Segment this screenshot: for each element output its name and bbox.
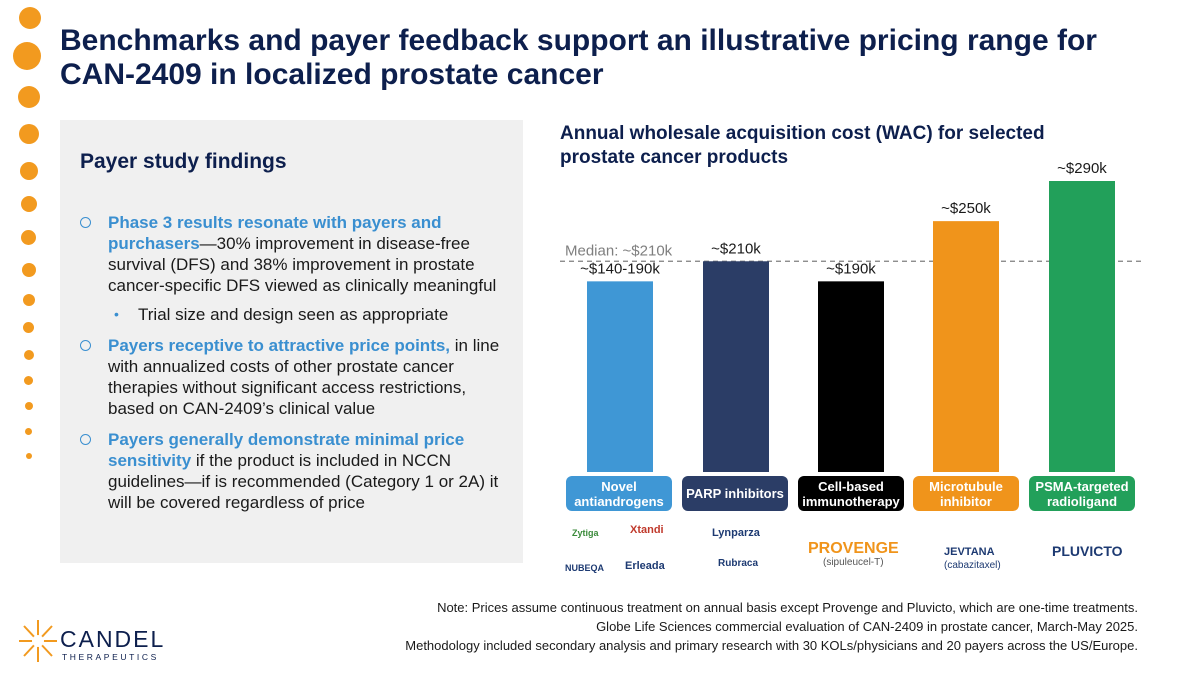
product-logo: Zytiga [572, 528, 599, 538]
product-logo: Erleada [625, 560, 665, 572]
finding-text: if the product is included in NCCN guide… [108, 451, 499, 512]
note-line: Note: Prices assume continuous treatment… [437, 600, 1138, 615]
bar [818, 281, 884, 472]
finding-item: Phase 3 results resonate with payers and… [78, 212, 508, 296]
bar-value-label: ~$290k [1057, 160, 1107, 177]
product-logo: (cabazitaxel) [944, 560, 1001, 571]
brand-sub: THERAPEUTICS [62, 652, 159, 662]
category-label: PSMA-targeted radioligand [1029, 476, 1135, 511]
bar [587, 281, 653, 472]
footer-note: Note: Prices assume continuous treatment… [238, 598, 1138, 655]
page-title: Benchmarks and payer feedback support an… [60, 24, 1097, 91]
finding-text: —30% improvement in disease-free surviva… [108, 234, 497, 295]
product-logo: JEVTANA [944, 546, 995, 558]
decorative-dots [0, 0, 60, 480]
product-logo: NUBEQA [565, 563, 605, 573]
findings-list: Phase 3 results resonate with payers and… [78, 212, 508, 523]
finding-lead: Payers receptive to attractive price poi… [108, 336, 451, 355]
product-logo: (sipuleucel-T) [823, 557, 884, 568]
finding-lead: Phase 3 results resonate with payers and… [108, 213, 442, 253]
bar-value-label: ~$140-190k [580, 260, 660, 277]
category-label: Microtubule inhibitor [913, 476, 1019, 511]
finding-lead: Payers generally demonstrate minimal pri… [108, 430, 465, 470]
bar-value-label: ~$210k [711, 240, 761, 257]
bullet-ring-icon [80, 217, 91, 228]
finding-item: Payers receptive to attractive price poi… [78, 335, 508, 419]
note-line: Globe Life Sciences commercial evaluatio… [596, 619, 1138, 634]
product-logo: PROVENGE [808, 540, 899, 557]
candel-logo: CANDEL THERAPEUTICS [18, 612, 163, 672]
bullet-ring-icon [80, 434, 91, 445]
finding-item: Payers generally demonstrate minimal pri… [78, 429, 508, 513]
category-label: PARP inhibitors [682, 476, 788, 511]
bar [933, 221, 999, 472]
wac-bar-chart: Median: ~$210k ~$140-190k ~$210k ~$190k ~$25… [560, 150, 1160, 480]
bar [1049, 181, 1115, 472]
median-label: Median: ~$210k [565, 242, 673, 259]
finding-text: in line with annualized costs of other p… [108, 336, 500, 418]
payer-findings-panel: Payer study findings Phase 3 results res… [60, 120, 523, 563]
chart-svg: Median: ~$210k~$140-190k ~$210k ~$190k ~$25… [560, 160, 1145, 472]
sub-bullet-text: Trial size and design seen as appropriat… [138, 305, 449, 324]
product-logo: Xtandi [630, 524, 664, 536]
note-line: Methodology included secondary analysis … [405, 638, 1138, 653]
product-logo: PLUVICTO [1052, 543, 1123, 559]
product-logo: Rubraca [718, 558, 759, 569]
product-logo: Lynparza [712, 527, 760, 539]
bullet-dot-icon: • [114, 306, 119, 322]
panel-title: Payer study findings [80, 150, 287, 173]
bar [703, 261, 769, 472]
category-label: Cell-based immunotherapy [798, 476, 904, 511]
bar-value-label: ~$250k [941, 200, 991, 217]
bullet-ring-icon [80, 340, 91, 351]
brand-name: CANDEL [60, 626, 166, 652]
chart-title: Annual wholesale acquisition cost (WAC) … [560, 123, 1045, 168]
category-label: Novel antiandrogens [566, 476, 672, 511]
sub-bullet: • Trial size and design seen as appropri… [78, 304, 508, 325]
bar-value-label: ~$190k [826, 260, 876, 277]
sunburst-icon [19, 620, 57, 662]
